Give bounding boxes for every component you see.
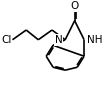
Text: O: O: [70, 1, 79, 11]
Text: NH: NH: [87, 35, 102, 45]
Text: N: N: [55, 35, 62, 45]
Text: Cl: Cl: [1, 35, 11, 45]
